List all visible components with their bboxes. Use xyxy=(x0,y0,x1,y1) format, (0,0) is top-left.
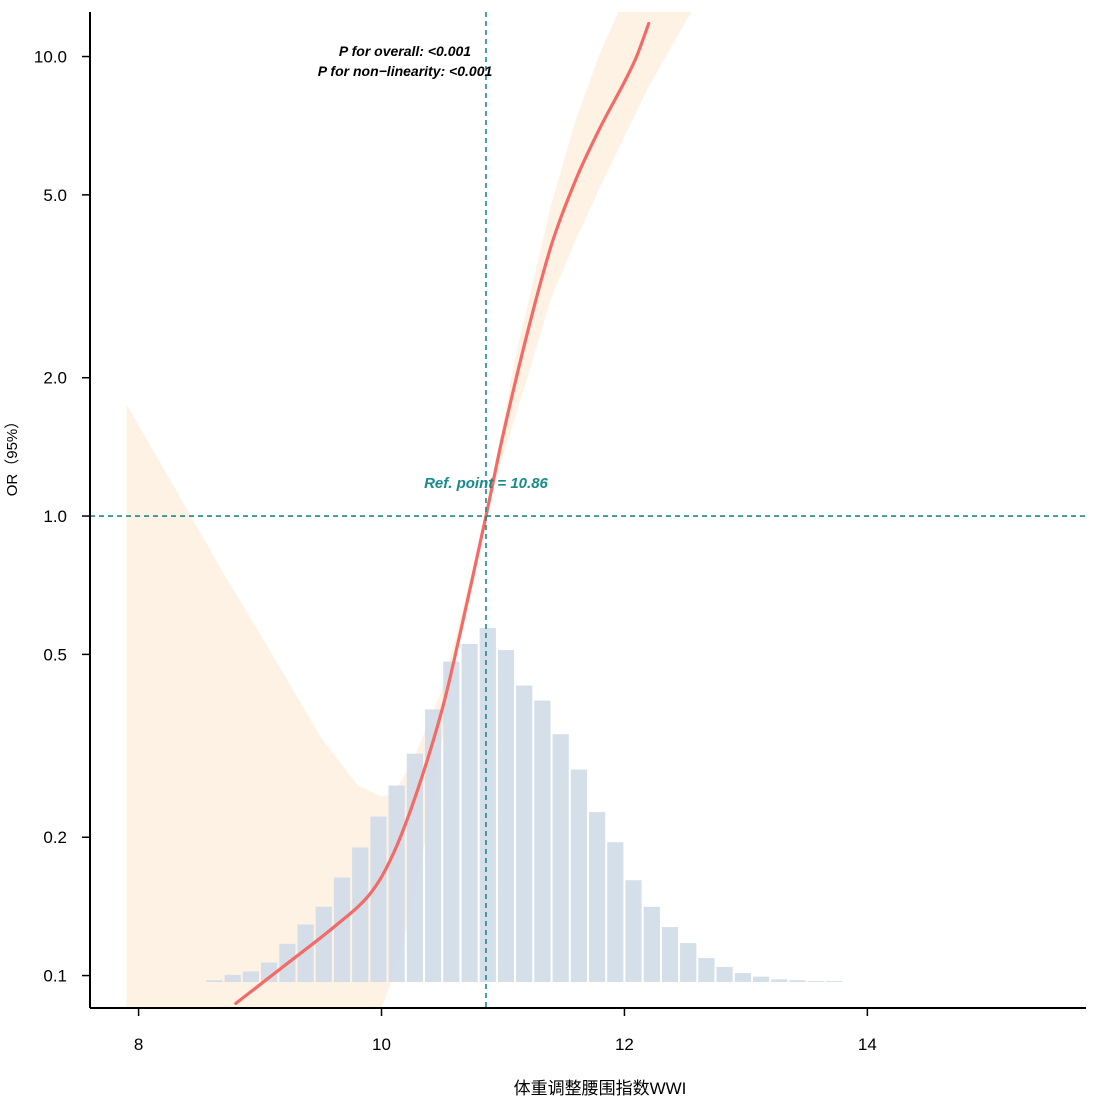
y-axis-label: OR（95%） xyxy=(4,414,21,497)
histogram-bar xyxy=(443,661,460,982)
y-tick-label: 0.5 xyxy=(43,645,67,664)
x-axis-label: 体重调整腰围指数WWI xyxy=(514,1079,687,1098)
histogram-bar xyxy=(333,877,351,982)
histogram-bar xyxy=(497,650,515,982)
x-tick-label: 8 xyxy=(134,1035,143,1054)
histogram-bar xyxy=(734,973,751,982)
x-tick-label: 12 xyxy=(615,1035,634,1054)
histogram-bar xyxy=(771,979,788,982)
confidence-band-layer xyxy=(126,12,692,1008)
y-tick-label: 0.2 xyxy=(43,828,67,847)
histogram-bar xyxy=(570,769,587,982)
histogram-bar xyxy=(680,943,697,982)
histogram-bar xyxy=(479,628,496,982)
axes-layer: 0.1 0.2 0.5 1.0 2.0 5.0 10.0 8 10 12 14 xyxy=(34,12,1086,1054)
histogram-bar xyxy=(388,785,405,982)
histogram-bar xyxy=(825,981,843,982)
x-tick-label: 14 xyxy=(858,1035,877,1054)
histogram-bar xyxy=(370,816,387,982)
histogram-bar xyxy=(552,734,569,982)
histogram-bar xyxy=(224,974,241,982)
reference-lines-layer xyxy=(90,12,1086,1008)
histogram-bar xyxy=(589,812,606,982)
histogram-bar xyxy=(643,906,660,982)
confidence-band xyxy=(126,12,692,1008)
histogram-bar xyxy=(206,980,223,982)
y-tick-label: 1.0 xyxy=(43,507,67,526)
histogram-bar xyxy=(516,685,533,982)
histogram-bar xyxy=(261,962,278,982)
histogram-bar xyxy=(607,842,624,982)
histogram-bar xyxy=(789,980,806,982)
histogram-bar xyxy=(352,847,369,982)
histogram-bar xyxy=(461,643,478,982)
histogram-bar xyxy=(425,709,442,982)
p-nonlinearity-annotation: P for non−linearity: <0.001 xyxy=(318,63,493,79)
x-tick-label: 10 xyxy=(372,1035,391,1054)
annotation-layer: P for overall: <0.001 P for non−linearit… xyxy=(4,43,686,1098)
ref-point-label: Ref. point = 10.86 xyxy=(424,475,548,492)
y-tick-label: 0.1 xyxy=(43,967,67,986)
histogram-bar xyxy=(716,967,733,982)
histogram-bar xyxy=(698,958,715,982)
histogram-bar xyxy=(242,971,259,982)
y-tick-label: 5.0 xyxy=(43,186,67,205)
histogram-bar xyxy=(661,927,679,982)
histogram-bar xyxy=(406,753,423,982)
histogram-bar xyxy=(753,976,770,982)
histogram-bar xyxy=(807,981,824,982)
p-overall-annotation: P for overall: <0.001 xyxy=(339,43,471,59)
histogram-layer xyxy=(206,628,843,982)
y-tick-label: 10.0 xyxy=(34,48,67,67)
y-tick-label: 2.0 xyxy=(43,369,67,388)
histogram-bar xyxy=(297,924,314,982)
histogram-bar xyxy=(315,906,332,982)
histogram-bar xyxy=(625,880,642,982)
histogram-bar xyxy=(534,700,551,982)
